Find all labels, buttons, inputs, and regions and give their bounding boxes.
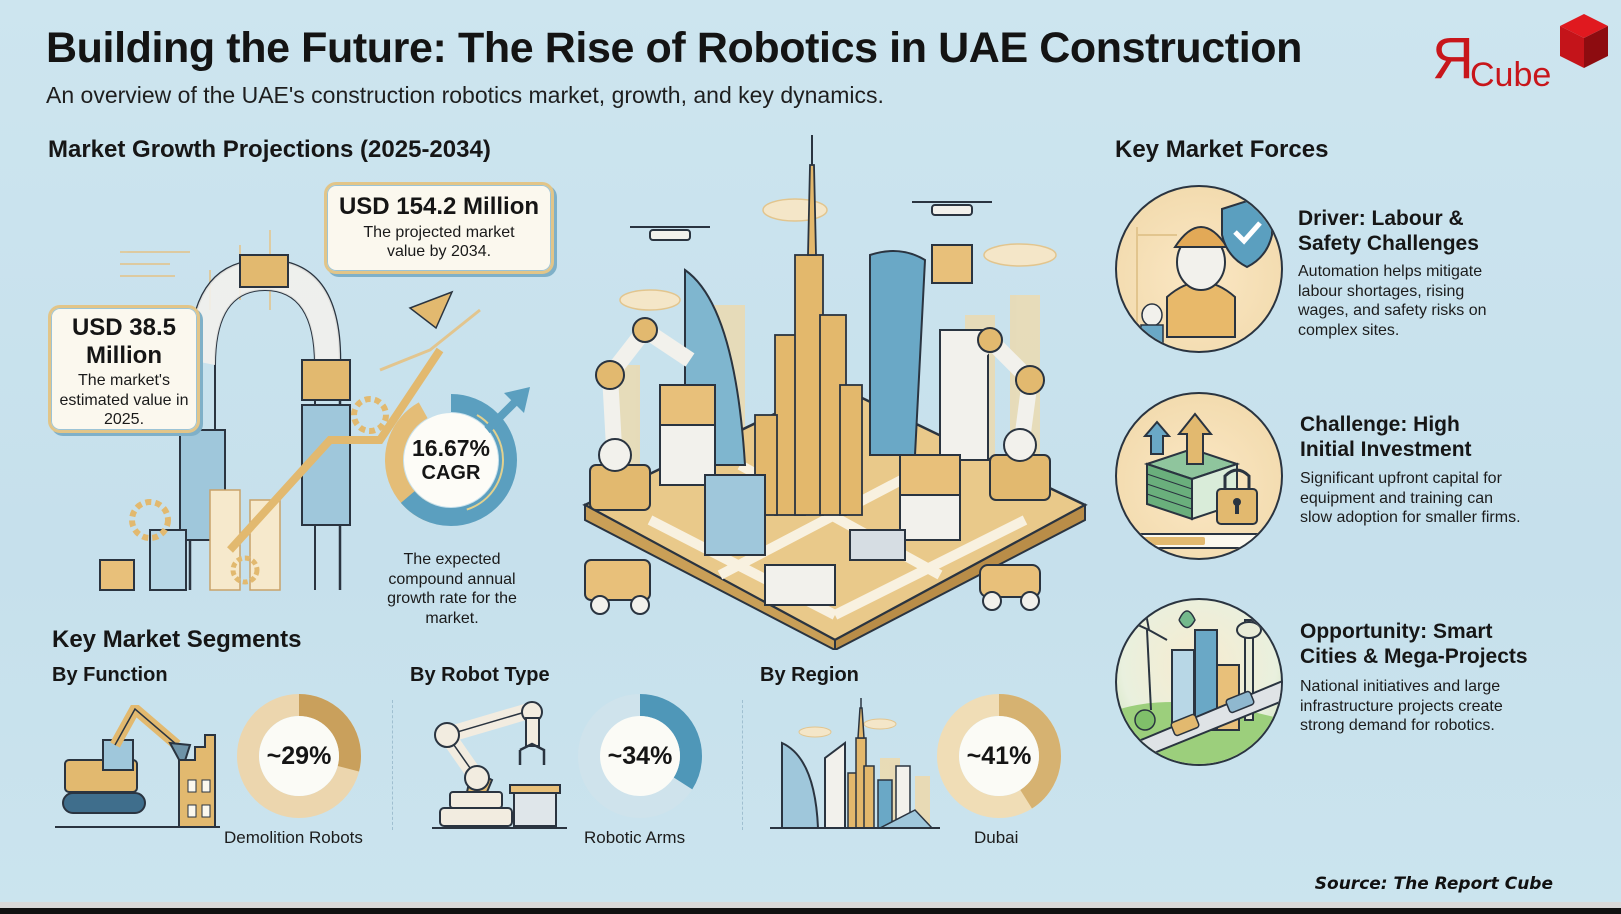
segment-robot-type-heading: By Robot Type [410,664,550,686]
cagr-ring-icon [385,394,517,526]
forces-heading: Key Market Forces [1115,136,1329,163]
segments-heading: Key Market Segments [52,626,302,653]
page-title: Building the Future: The Rise of Robotic… [46,24,1303,72]
smart-city-icon [1115,598,1283,766]
uae-robotics-city-illustration-icon [582,135,1088,650]
dubai-skyline-icon [770,698,940,829]
segment-label: Demolition Robots [224,828,363,847]
force-desc: National initiatives and large infrastru… [1300,678,1503,735]
page-subtitle: An overview of the UAE's construction ro… [46,82,884,108]
force-desc: Significant upfront capital for equipmen… [1300,470,1521,527]
logo-glyph: Я [1432,26,1474,91]
cagr-value: 16.67% [411,435,490,462]
bottom-bar [0,908,1621,914]
excavator-demolition-icon [55,705,220,828]
donut-value: ~29% [259,716,339,796]
segment-function-heading: By Function [52,664,168,686]
donut-chart-icon [937,694,1061,818]
value-2025-amount: USD 38.5 [71,314,177,341]
cagr-label: CAGR [421,461,481,484]
value-2034-callout: USD 154.2 Million The projected market v… [324,182,554,274]
value-2025-unit: Million [86,341,162,369]
value-2034-amount: USD 154.2 Million [338,193,540,220]
donut-chart-icon [578,694,702,818]
segment-label: Robotic Arms [584,828,686,847]
force-desc: Automation helps mitigate labour shortag… [1298,263,1487,339]
growth-arrow-icon [479,387,530,438]
value-2034-desc: The projected market value by 2034. [363,223,515,261]
segment-region-heading: By Region [760,664,859,686]
robotic-arm-icon [432,701,567,829]
cagr-desc: The expected compound annual growth rate… [387,551,517,627]
money-lock-icon [1115,392,1283,560]
donut-chart-icon [237,694,361,818]
logo-text: Cube [1470,56,1552,94]
donut-demolition-robots: ~29% [237,694,361,818]
cagr-ring: 16.67% CAGR [384,387,530,527]
force-title: Driver: Labour & Safety Challenges [1298,207,1479,255]
bottom-strip [0,902,1621,908]
force-title: Opportunity: Smart Cities & Mega-Project… [1300,620,1528,668]
growth-heading: Market Growth Projections (2025-2034) [48,136,491,163]
worker-shield-icon [1115,185,1283,353]
segment-divider [742,700,743,830]
donut-value: ~41% [959,716,1039,796]
growth-arch-illustration-icon [99,230,481,591]
source-credit: Source: The Report Cube [1314,874,1553,894]
force-title: Challenge: High Initial Investment [1300,413,1472,461]
value-2025-callout: USD 38.5 Million The market's estimated … [48,305,200,433]
donut-value: ~34% [600,716,680,796]
donut-dubai: ~41% [937,694,1061,818]
rcube-logo: Я Cube [1430,10,1610,94]
segment-divider [392,700,393,830]
donut-robotic-arms: ~34% [578,694,702,818]
value-2025-desc: The market's estimated value in 2025. [59,372,189,429]
cube-icon [1560,14,1608,68]
segment-label: Dubai [974,828,1019,847]
